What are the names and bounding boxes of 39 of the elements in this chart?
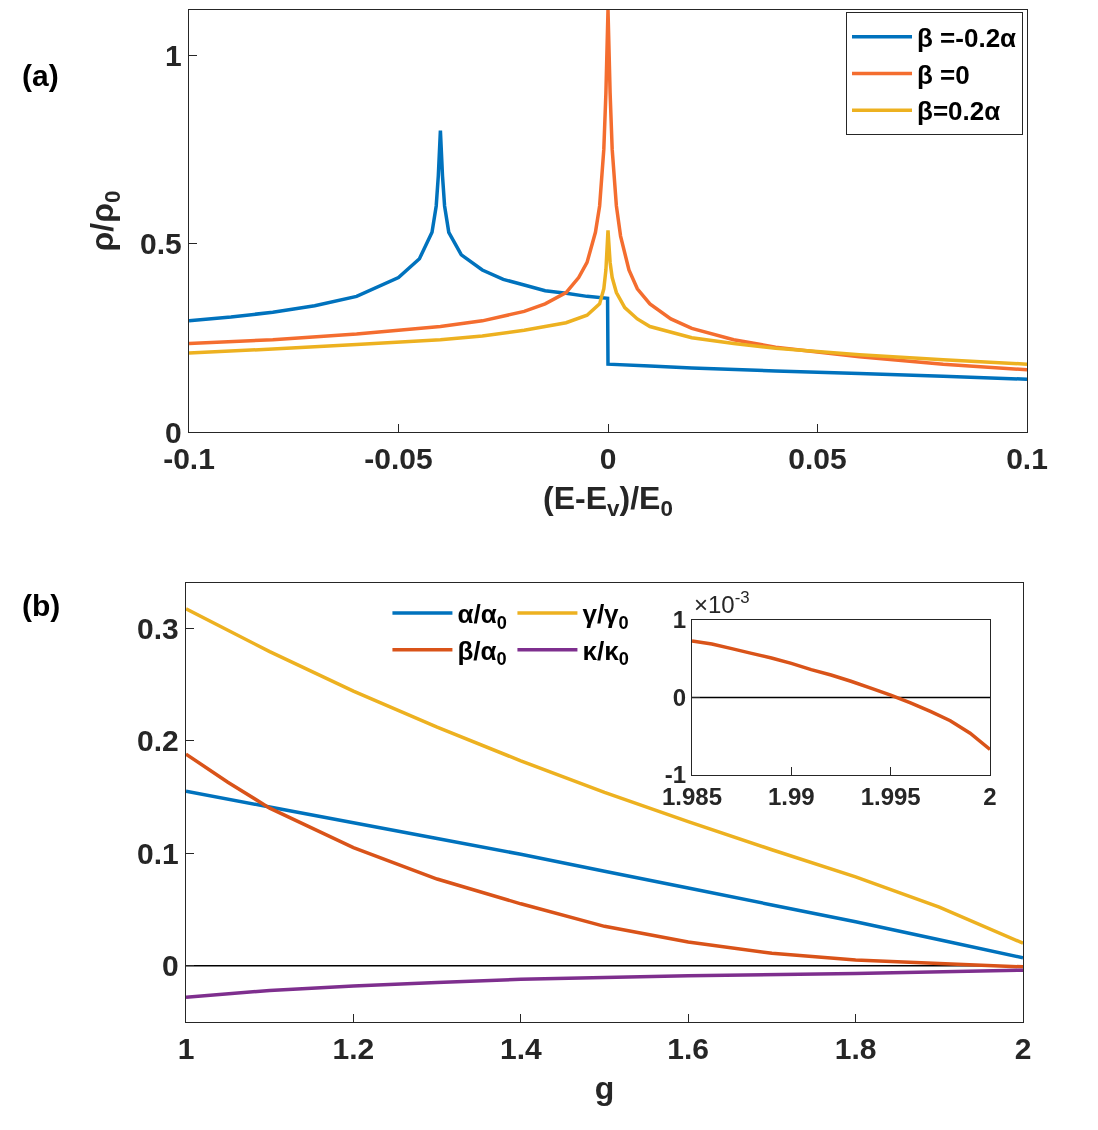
x-tick-label: 1.8 (834, 1032, 877, 1066)
x-axis-title: g (594, 1070, 615, 1106)
x-tick-label: 0.05 (788, 442, 847, 476)
x-tick-label: 1.995 (860, 783, 921, 810)
y-tick-label: 0.2 (137, 724, 179, 758)
y-tick-label: 1 (672, 606, 686, 634)
x-tick-label: -0.05 (364, 442, 433, 476)
x-tick-label: 0 (599, 442, 617, 476)
legend-label: α/α$_{0}$ (457, 599, 507, 633)
y-tick-label: 0 (162, 949, 179, 983)
legend-label: β =0 (917, 59, 970, 90)
text: (a) (21, 58, 59, 92)
y-tick-label: 0.5 (140, 227, 182, 261)
legend-label: κ/κ$_{0}$ (582, 635, 629, 670)
x-tick-label: 1.2 (332, 1032, 375, 1066)
y-tick-label: 1 (165, 38, 182, 72)
legend-label: β/α$_{0}$ (457, 635, 507, 670)
line-series (186, 789, 1023, 960)
legend-label: γ/γ$_{0}$ (582, 599, 629, 633)
line-series (186, 968, 1023, 999)
x-tick-label: 0.1 (1006, 442, 1048, 476)
y-tick-label: 0 (672, 683, 686, 711)
x-axis-title: (E-E$_{v}$)/E$_{0}$ (543, 480, 673, 521)
line-series (692, 639, 990, 752)
legend-label: β =-0.2α (917, 22, 1017, 53)
legend-label: β=0.2α (917, 96, 1001, 127)
line-series (189, 10, 1027, 372)
annotation: ×10$^{-3}$ (694, 588, 750, 619)
y-tick-label: 0.3 (137, 611, 179, 645)
line-series (189, 228, 1027, 366)
chart-title: (b) (21, 589, 61, 623)
y-tick-label: 0.1 (137, 836, 179, 870)
x-tick-label: 1.6 (667, 1032, 710, 1066)
line-series (186, 752, 1023, 969)
x-tick-label: 2 (983, 783, 997, 810)
x-tick-label: 1.4 (499, 1032, 542, 1066)
x-tick-label: 2 (1014, 1032, 1032, 1066)
x-tick-label: 1.99 (767, 783, 815, 810)
line-series (189, 128, 1027, 381)
